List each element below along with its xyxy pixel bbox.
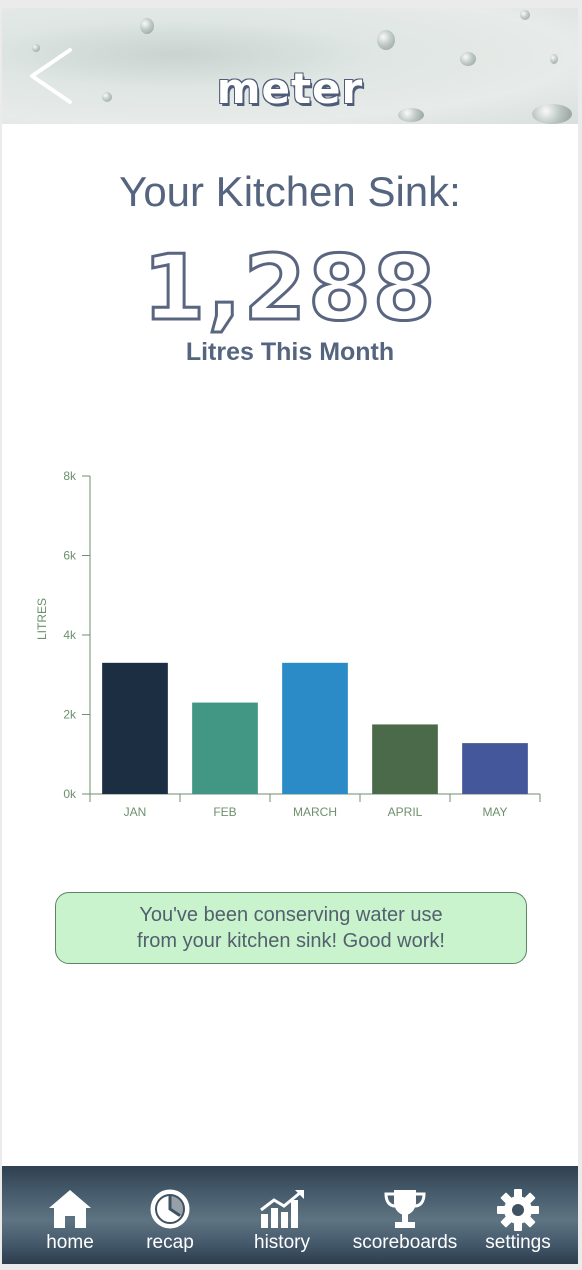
bar-april [372, 724, 438, 794]
home-icon [49, 1190, 91, 1228]
bar-march [282, 662, 348, 794]
feedback-line-2: from your kitchen sink! Good work! [137, 930, 445, 952]
nav-label: recap [146, 1232, 194, 1253]
bar-feb [192, 702, 258, 794]
usage-unit-label: Litres This Month [185, 338, 395, 366]
header: meter [2, 8, 578, 124]
nav-label: scoreboards [352, 1232, 458, 1253]
nav-settings[interactable]: settings [478, 1166, 558, 1264]
nav-label: home [46, 1232, 94, 1253]
x-tick-label: APRIL [388, 805, 423, 819]
bar-jan [102, 662, 168, 794]
water-drop-decoration [140, 18, 154, 34]
chart-icon [260, 1190, 304, 1228]
bottom-nav: home recap history [2, 1166, 578, 1264]
usage-bar-chart: 0k 2k 4k 6k 8k LITRES JAN FEB MARCH APRIL MAY [35, 469, 541, 819]
nav-label: history [254, 1232, 310, 1253]
x-tick-label: JAN [124, 805, 147, 819]
app-logo: meter [216, 64, 364, 113]
x-tick-label: MARCH [293, 805, 337, 819]
y-tick-label: 8k [63, 469, 77, 483]
water-drop-decoration [460, 52, 476, 66]
x-tick-label: FEB [213, 805, 236, 819]
y-tick-label: 0k [63, 787, 77, 801]
nav-history[interactable]: history [242, 1166, 322, 1264]
water-drop-decoration [377, 30, 395, 50]
monthly-usage-value: 1,288 [141, 235, 438, 343]
water-drop-decoration [398, 108, 424, 122]
nav-recap[interactable]: recap [130, 1166, 210, 1264]
chevron-left-icon[interactable] [26, 46, 76, 106]
y-tick-label: 2k [63, 708, 77, 722]
y-axis-label: LITRES [35, 598, 49, 640]
y-tick-label: 6k [63, 549, 77, 563]
x-tick-label: MAY [482, 805, 507, 819]
nav-home[interactable]: home [30, 1166, 110, 1264]
water-drop-decoration [550, 54, 558, 64]
feedback-message: You've been conserving water use from yo… [55, 892, 527, 964]
page-title: Your Kitchen Sink: [119, 168, 461, 215]
trophy-icon [384, 1190, 426, 1228]
gear-icon [497, 1189, 539, 1231]
feedback-line-1: You've been conserving water use [139, 904, 443, 926]
water-drop-decoration [520, 10, 530, 20]
water-drop-decoration [102, 92, 112, 102]
water-drop-decoration [32, 44, 40, 52]
nav-scoreboards[interactable]: scoreboards [350, 1166, 460, 1264]
water-drop-decoration [532, 104, 572, 124]
y-tick-label: 4k [63, 628, 77, 642]
clock-icon [150, 1189, 190, 1229]
bar-may [462, 743, 528, 794]
nav-label: settings [485, 1232, 551, 1253]
app-screen: meter Your Kitchen Sink: 1,288 Litres Th… [2, 8, 578, 1264]
